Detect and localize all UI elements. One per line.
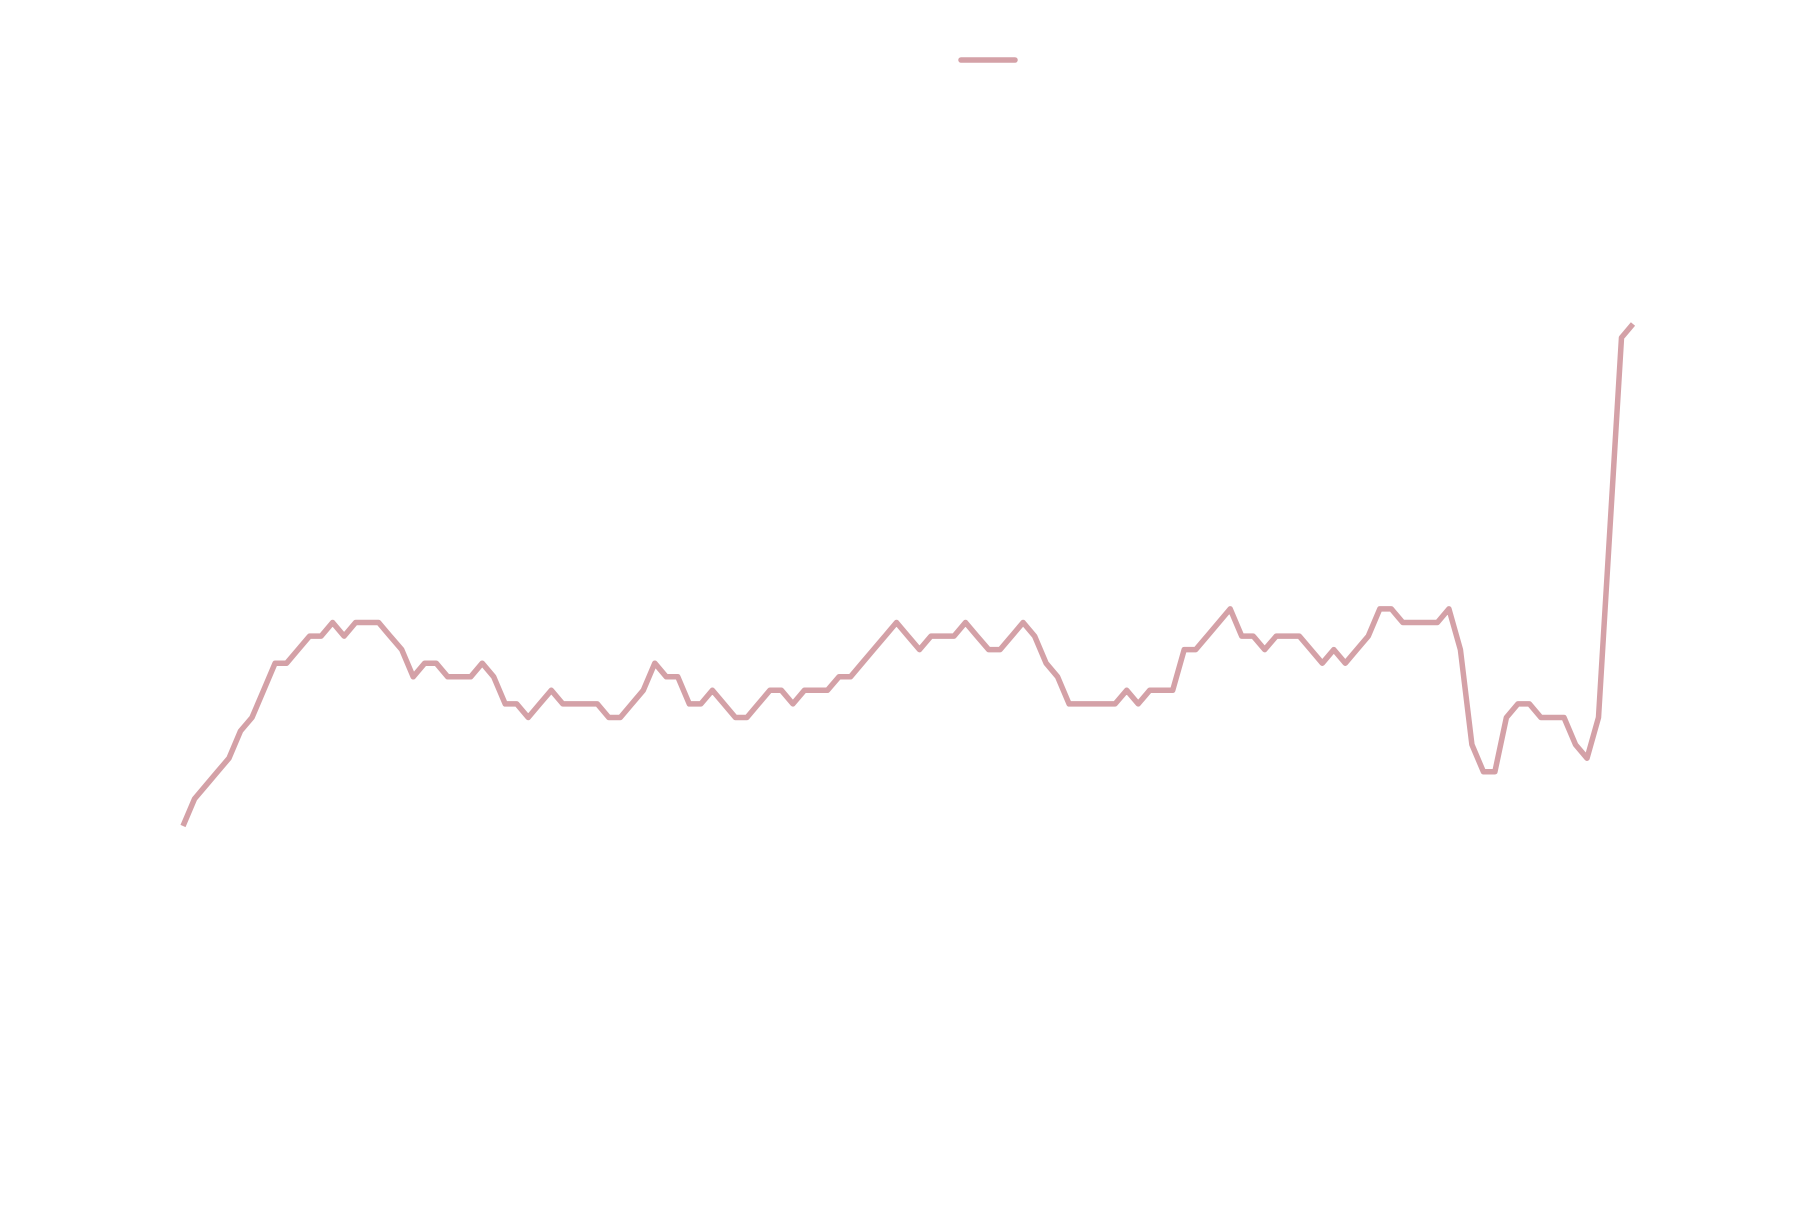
line-series <box>180 322 1636 828</box>
